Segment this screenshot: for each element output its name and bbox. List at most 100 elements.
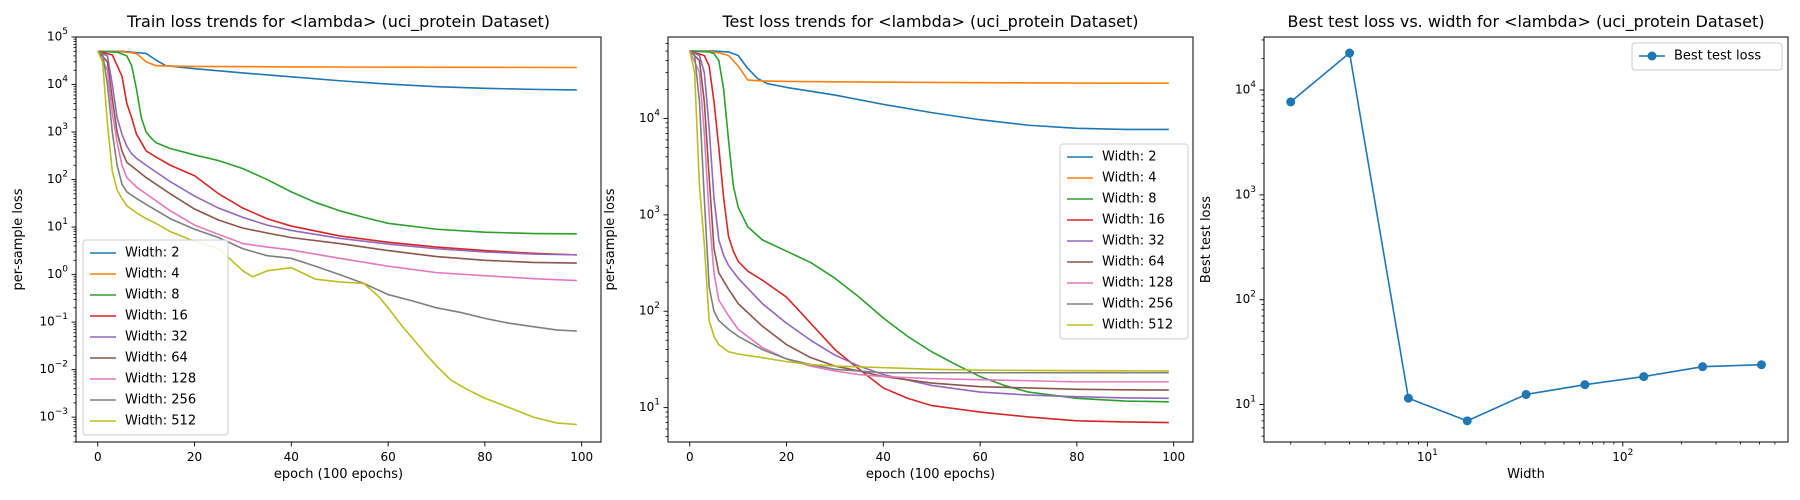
series-line: [1290, 52, 1762, 422]
y-tick-label: 102: [639, 301, 660, 318]
chart-title: Train loss trends for <lambda> (uci_prot…: [126, 12, 550, 32]
y-axis-label: Best test loss: [1199, 196, 1214, 283]
legend-label: Width: 64: [1102, 255, 1165, 270]
legend-label: Width: 16: [125, 309, 188, 324]
legend-label: Width: 2: [125, 246, 180, 261]
x-axis-label: epoch (100 epochs): [274, 467, 403, 482]
y-tick-label: 10−3: [39, 407, 68, 424]
legend-box: [1631, 42, 1783, 71]
x-axis-label: epoch (100 epochs): [866, 467, 995, 482]
legend-label: Width: 512: [125, 414, 196, 429]
series-line: [97, 50, 577, 235]
series-line: [689, 50, 1169, 400]
data-point: [1639, 372, 1649, 382]
y-tick-label: 10−2: [39, 359, 68, 376]
legend-label: Width: 32: [125, 330, 188, 345]
x-tick-label: 0: [94, 450, 102, 464]
x-tick-label: 80: [1069, 450, 1084, 464]
legend-label: Width: 4: [125, 267, 180, 282]
series-line: [689, 50, 1169, 131]
data-point: [1403, 393, 1413, 403]
x-tick-label: 0: [686, 450, 694, 464]
legend-label: Best test loss: [1674, 49, 1761, 64]
data-point: [1521, 389, 1531, 399]
chart-1: Train loss trends for <lambda> (uci_prot…: [11, 12, 602, 482]
x-tick-label: 100: [1162, 450, 1185, 464]
y-tick-label: 104: [47, 74, 68, 91]
legend: Width: 2 Width: 4 Width: 8 Width: 16 Width: …: [1059, 143, 1189, 340]
y-tick-label: 10−1: [39, 312, 68, 329]
series-line: [97, 50, 577, 282]
data-point: [1286, 97, 1296, 107]
y-tick-label: 105: [47, 27, 68, 44]
chart-3: Best test loss vs. width for <lambda> (u…: [1199, 12, 1789, 482]
series-group: [688, 50, 1169, 424]
legend-label: Width: 64: [125, 351, 188, 366]
data-point: [1462, 416, 1472, 426]
legend-label: Width: 32: [1102, 234, 1165, 249]
series-line: [689, 50, 1169, 403]
y-tick-label: 101: [47, 217, 68, 234]
legend-label: Width: 256: [1102, 297, 1173, 312]
y-tick-label: 101: [1235, 394, 1256, 411]
series-line: [689, 50, 1169, 391]
axes-frame: [75, 36, 602, 443]
x-tick-label: 40: [876, 450, 891, 464]
series-group: [1286, 48, 1766, 426]
legend-label: Width: 4: [1102, 171, 1157, 186]
data-point: [1580, 380, 1590, 390]
x-tick-label: 40: [284, 450, 299, 464]
y-axis-label: per-sample loss: [603, 188, 618, 290]
legend-label: Width: 128: [1102, 276, 1173, 291]
series-line: [97, 50, 577, 256]
x-tick-label: 102: [1612, 448, 1633, 464]
series-line: [97, 50, 577, 332]
legend-label: Width: 512: [1102, 318, 1173, 333]
legend-marker: [1647, 51, 1657, 61]
y-tick-label: 101: [639, 397, 660, 414]
data-point: [1698, 362, 1708, 372]
y-axis-label: per-sample loss: [11, 188, 26, 290]
data-point: [1345, 48, 1355, 58]
chart-2: Test loss trends for <lambda> (uci_prote…: [603, 12, 1194, 482]
x-tick-label: 20: [779, 450, 794, 464]
series-group: [97, 50, 577, 426]
legend-label: Width: 16: [1102, 213, 1165, 228]
x-tick-label: 80: [477, 450, 492, 464]
series-line: [689, 50, 1169, 85]
legend-label: Width: 128: [125, 372, 196, 387]
data-point: [1756, 360, 1766, 370]
x-tick-label: 100: [570, 450, 593, 464]
x-tick-label: 101: [1417, 448, 1438, 464]
x-tick-label: 20: [187, 450, 202, 464]
y-tick-label: 104: [1235, 79, 1256, 96]
series-line: [97, 50, 577, 426]
series-line: [97, 50, 577, 69]
y-tick-label: 103: [639, 204, 660, 221]
y-tick-label: 100: [47, 264, 68, 281]
series-line: [97, 50, 577, 256]
legend: Best test loss: [1631, 42, 1783, 71]
legend-box: [1059, 143, 1189, 340]
legend: Width: 2 Width: 4 Width: 8 Width: 16 Width: …: [82, 239, 229, 436]
x-tick-label: 60: [972, 450, 987, 464]
series-line: [689, 50, 1169, 374]
axes-frame: [667, 36, 1194, 443]
y-tick-label: 103: [47, 122, 68, 139]
chart-title: Test loss trends for <lambda> (uci_prote…: [721, 12, 1138, 32]
y-tick-label: 103: [1235, 184, 1256, 201]
legend-label: Width: 8: [1102, 192, 1157, 207]
legend-label: Width: 256: [125, 393, 196, 408]
y-tick-label: 104: [639, 108, 660, 125]
x-tick-label: 60: [380, 450, 395, 464]
y-tick-label: 102: [47, 169, 68, 186]
legend-label: Width: 2: [1102, 150, 1157, 165]
series-line: [689, 50, 1169, 424]
chart-title: Best test loss vs. width for <lambda> (u…: [1288, 12, 1765, 32]
axes-frame: [1263, 36, 1789, 443]
series-line: [97, 50, 577, 264]
legend-box: [82, 239, 229, 436]
series-line: [688, 50, 1169, 372]
y-tick-label: 102: [1235, 289, 1256, 306]
